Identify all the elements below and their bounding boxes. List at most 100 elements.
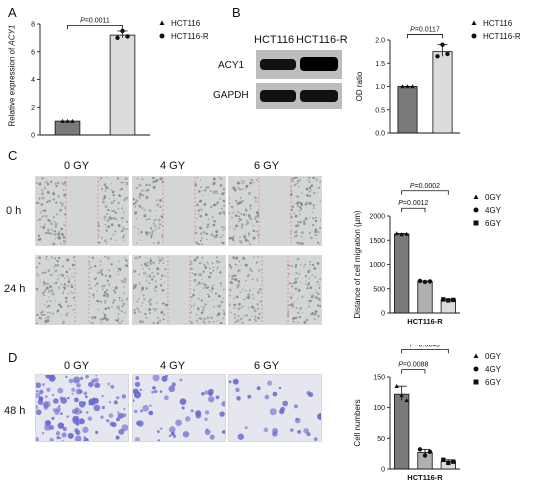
cell-dot — [310, 189, 312, 192]
pvalue-0-label: P=0.0011 — [80, 17, 110, 24]
cell-dot — [197, 213, 200, 216]
cell-dot — [253, 237, 255, 240]
cell-dot — [49, 274, 52, 277]
cell-dot — [90, 321, 92, 324]
cell-dot — [229, 202, 231, 205]
cell-dot — [217, 294, 221, 298]
cell-dot — [62, 239, 66, 243]
cell-dot — [204, 213, 208, 217]
cell-dot — [170, 431, 175, 436]
cell-dot — [64, 181, 66, 183]
cell-dot — [248, 306, 250, 309]
cell-dot — [223, 312, 225, 315]
cell-dot — [169, 426, 176, 433]
cell-dot — [44, 231, 48, 235]
cell-dot — [204, 286, 207, 289]
cell-dot — [125, 220, 128, 224]
cell-dot — [117, 201, 120, 205]
cell-dot — [308, 277, 310, 280]
cell-dot — [121, 305, 124, 308]
cell-dot — [315, 216, 318, 219]
cell-dot — [208, 275, 211, 279]
cell-dot — [65, 314, 68, 316]
y-tick-label: 2.0 — [375, 38, 385, 45]
cell-dot — [306, 283, 310, 287]
cell-dot — [111, 422, 117, 428]
cell-dot — [161, 375, 168, 382]
cell-dot — [287, 304, 290, 307]
bar-HCT116 — [54, 120, 81, 136]
cell-dot — [134, 212, 137, 215]
cell-dot — [296, 257, 300, 261]
legend-label-6GY: 6GY — [485, 378, 502, 387]
cell-dot — [249, 243, 252, 245]
scratch-texture — [36, 177, 128, 245]
cell-dot — [90, 287, 92, 290]
cell-dot — [308, 181, 311, 184]
cell-dot — [205, 428, 208, 431]
cell-dot — [204, 283, 207, 287]
cell-dot — [192, 293, 195, 297]
cell-dot — [105, 294, 109, 298]
cell-dot — [118, 268, 122, 271]
cell-dot — [190, 320, 194, 324]
cell-dot — [248, 191, 252, 195]
cell-dot — [52, 273, 54, 275]
cell-dot — [234, 228, 237, 230]
cell-dot — [107, 208, 110, 212]
cell-dot — [101, 273, 104, 276]
cell-dot — [317, 186, 321, 190]
cell-dot — [312, 177, 315, 179]
cell-dot — [317, 230, 320, 234]
cell-dot — [208, 226, 210, 228]
cell-dot — [50, 289, 54, 292]
cell-dot — [219, 282, 222, 285]
cell-dot — [50, 222, 53, 226]
cell-dot — [58, 286, 60, 288]
cell-dot — [59, 305, 63, 308]
cell-dot — [159, 390, 163, 393]
cell-dot — [234, 321, 237, 324]
cell-dot — [208, 396, 215, 403]
cell-dot — [290, 230, 292, 233]
cell-dot — [312, 206, 315, 209]
cell-dot — [152, 177, 155, 180]
cell-dot — [200, 208, 203, 211]
pvalue-0-label: P=0.0088 — [398, 362, 428, 369]
data-point — [435, 54, 440, 59]
cell-dot — [252, 293, 254, 296]
cell-dot — [51, 416, 55, 421]
cell-dot — [43, 186, 47, 190]
cell-dot — [100, 415, 104, 419]
cell-dot — [84, 395, 88, 399]
cell-dot — [198, 273, 202, 277]
data-point — [70, 118, 75, 123]
band — [260, 90, 296, 102]
cell-dot — [259, 300, 262, 303]
band — [300, 90, 338, 102]
cell-dot — [296, 321, 299, 324]
cell-dot — [110, 223, 114, 227]
cell-dot — [198, 309, 200, 311]
cell-dot — [70, 284, 73, 287]
cell-dot — [125, 183, 128, 186]
cell-dot — [54, 257, 57, 260]
cell-dot — [207, 218, 210, 220]
cell-dot — [145, 183, 148, 187]
invasion-image — [228, 374, 322, 442]
cell-dot — [146, 264, 149, 267]
cell-dot — [125, 297, 128, 301]
cell-dot — [229, 288, 232, 292]
cell-dot — [200, 299, 203, 302]
cell-dot — [99, 271, 101, 274]
cell-dot — [151, 271, 154, 274]
cell-dot — [195, 226, 198, 229]
cell-dot — [144, 272, 147, 275]
panel-letter-a: A — [8, 5, 17, 20]
legend-label-0GY: 0GY — [485, 352, 502, 361]
cell-dot — [289, 428, 294, 432]
cell-dot — [195, 241, 199, 245]
cell-dot — [58, 236, 62, 240]
cell-dot — [62, 439, 65, 441]
cell-dot — [156, 430, 160, 434]
